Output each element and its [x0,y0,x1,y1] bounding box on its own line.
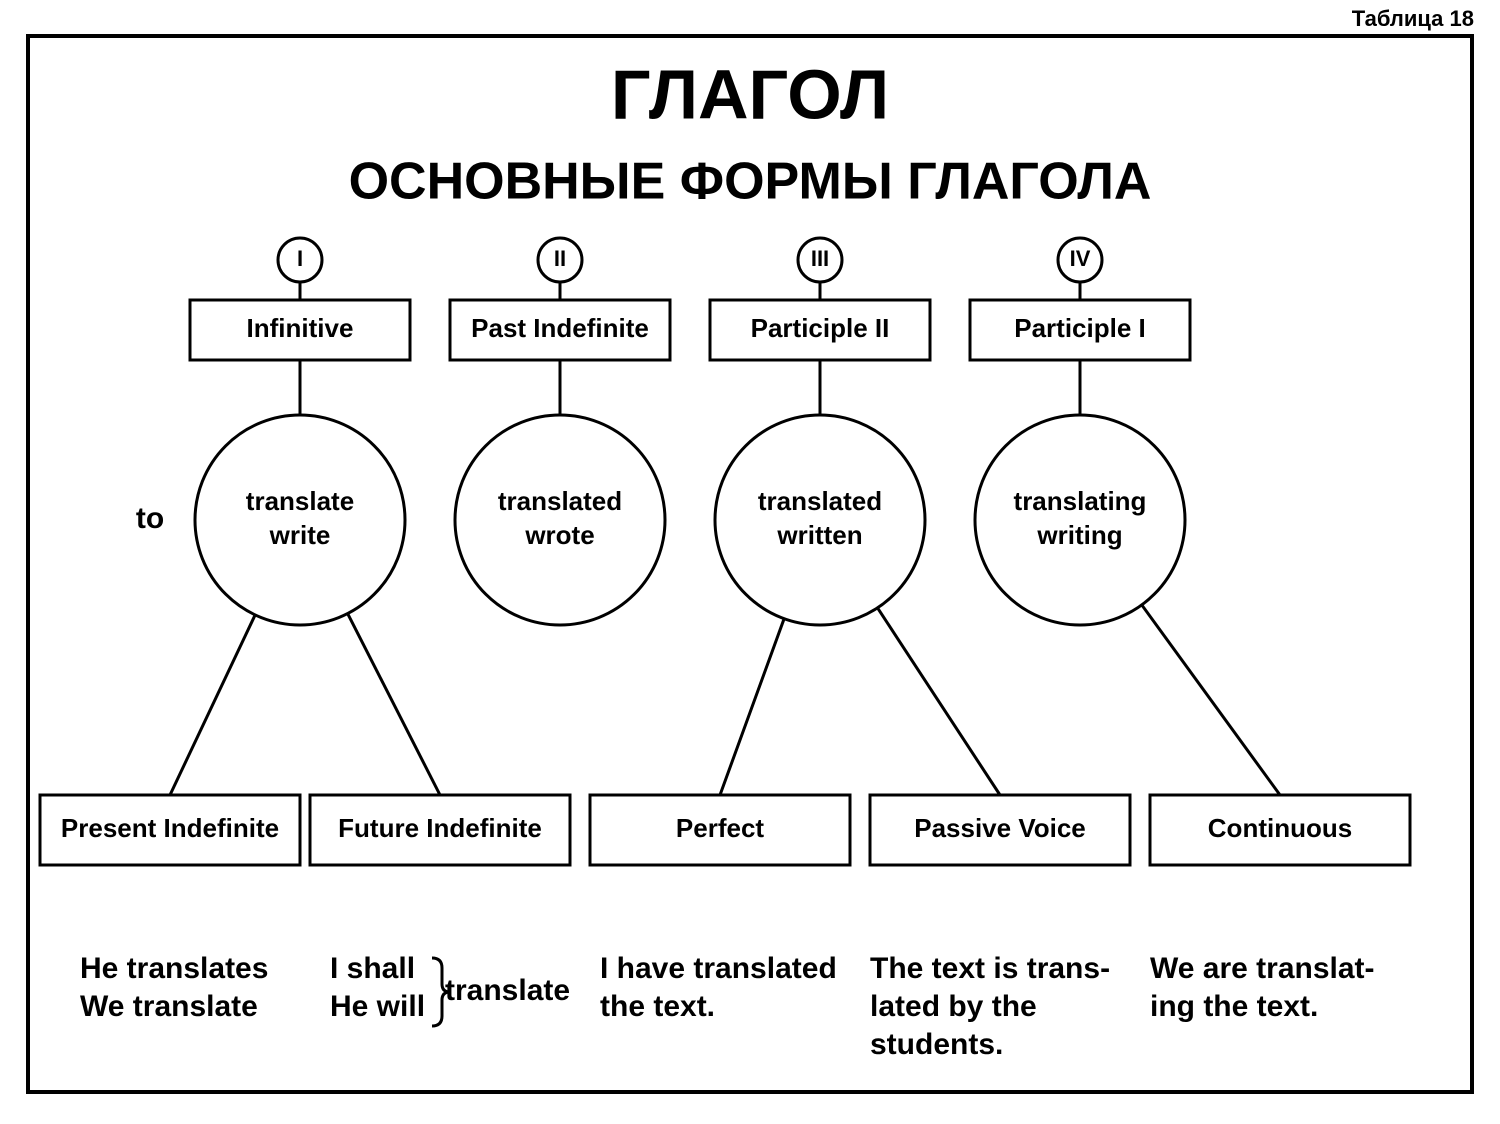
svg-text:Past Indefinite: Past Indefinite [471,313,649,343]
svg-text:The text is trans-: The text is trans- [870,952,1110,985]
svg-text:Present Indefinite: Present Indefinite [61,813,279,843]
svg-text:Participle II: Participle II [751,313,890,343]
svg-text:the text.: the text. [600,990,715,1023]
svg-text:We translate: We translate [80,990,258,1023]
svg-text:translated: translated [758,486,882,516]
svg-text:write: write [269,520,331,550]
svg-text:ing the text.: ing the text. [1150,990,1318,1023]
verb-forms-diagram: ГЛАГОЛ ОСНОВНЫЕ ФОРМЫ ГЛАГОЛА to I Infinitiv… [30,38,1470,1090]
svg-text:He translates: He translates [80,952,268,985]
svg-text:students.: students. [870,1028,1003,1061]
svg-text:II: II [554,246,566,271]
svg-text:I shall: I shall [330,952,415,985]
svg-text:lated by the: lated by the [870,990,1037,1023]
svg-text:Perfect: Perfect [676,813,764,843]
svg-text:I have translated: I have translated [600,952,837,985]
svg-text:translate: translate [246,486,354,516]
svg-text:III: III [811,246,829,271]
svg-text:IV: IV [1070,246,1091,271]
svg-text:Future Indefinite: Future Indefinite [338,813,542,843]
svg-text:translate: translate [445,974,570,1007]
svg-text:translated: translated [498,486,622,516]
svg-text:I: I [297,246,303,271]
svg-text:wrote: wrote [524,520,594,550]
svg-text:Participle I: Participle I [1014,313,1146,343]
svg-text:Infinitive: Infinitive [247,313,354,343]
svg-text:Continuous: Continuous [1208,813,1352,843]
svg-text:He will: He will [330,990,425,1023]
svg-text:written: written [776,520,862,550]
svg-text:to: to [136,502,164,535]
svg-text:writing: writing [1036,520,1122,550]
svg-text:Passive Voice: Passive Voice [914,813,1086,843]
svg-text:We are translat-: We are translat- [1150,952,1375,985]
outer-frame: ГЛАГОЛ ОСНОВНЫЕ ФОРМЫ ГЛАГОЛА to I Infinitiv… [26,34,1474,1094]
table-number-label: Таблица 18 [1352,6,1474,32]
svg-text:ГЛАГОЛ: ГЛАГОЛ [611,55,889,133]
svg-text:ОСНОВНЫЕ ФОРМЫ ГЛАГОЛА: ОСНОВНЫЕ ФОРМЫ ГЛАГОЛА [349,153,1152,211]
svg-text:translating: translating [1014,486,1147,516]
